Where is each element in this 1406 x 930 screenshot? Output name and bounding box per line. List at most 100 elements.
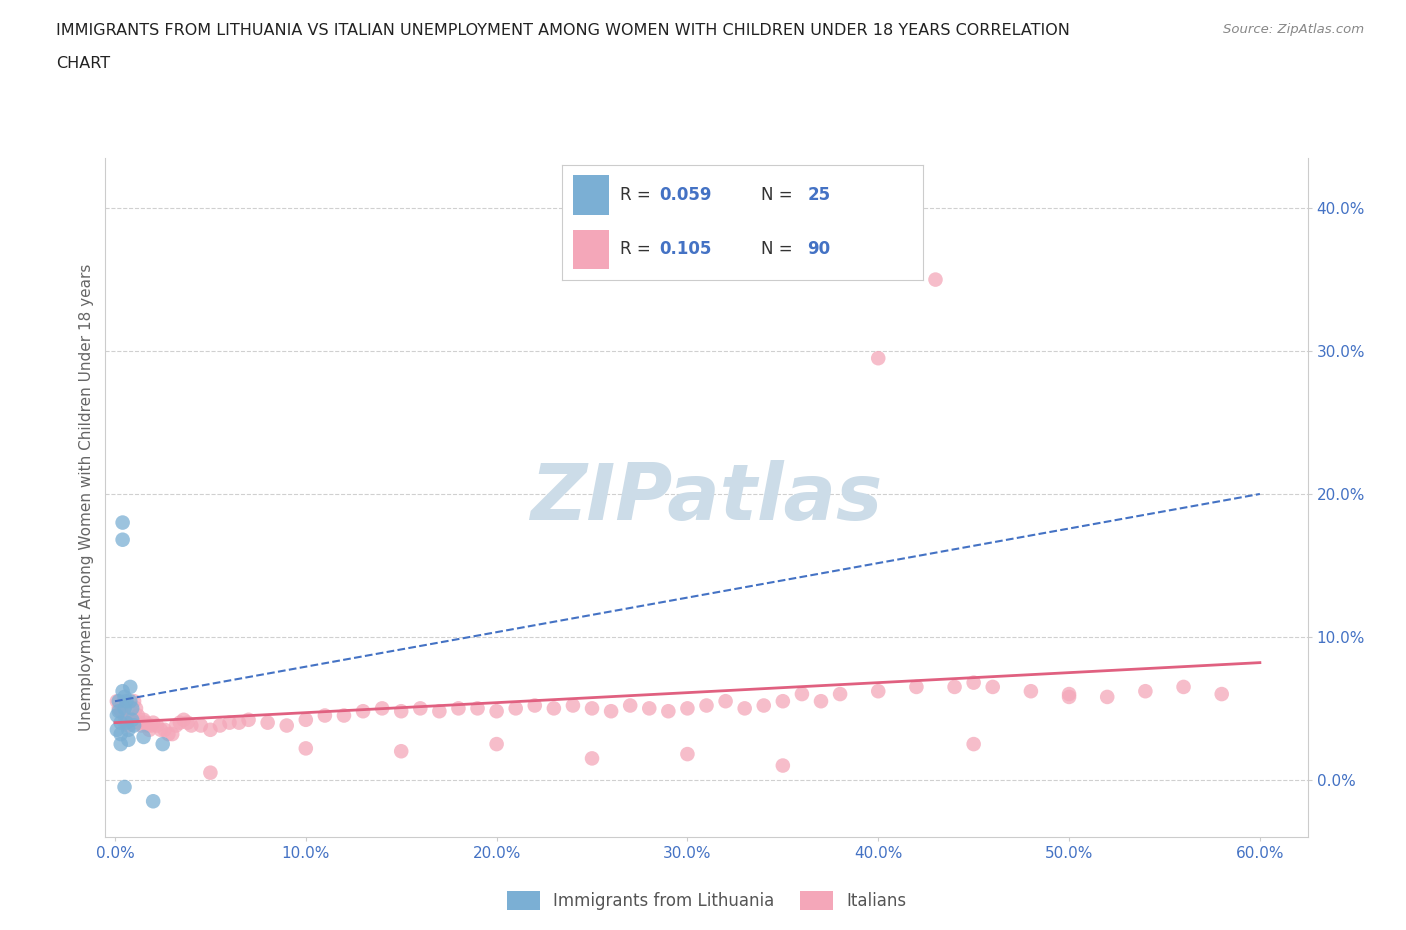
Point <box>695 698 717 713</box>
Point <box>256 715 278 730</box>
Point <box>772 758 794 773</box>
Point <box>371 701 394 716</box>
Point <box>114 701 136 716</box>
Point <box>561 698 585 713</box>
Point <box>165 718 187 733</box>
Point <box>581 751 603 765</box>
Point <box>1135 684 1157 698</box>
Point <box>752 698 775 713</box>
Point <box>169 715 191 730</box>
Point <box>142 715 165 730</box>
Point <box>200 723 222 737</box>
Point <box>505 701 527 716</box>
Point <box>111 684 134 698</box>
Point <box>1211 686 1233 701</box>
Point <box>108 694 129 709</box>
Point <box>676 747 699 762</box>
Point <box>110 704 132 719</box>
Point <box>981 680 1004 695</box>
Point <box>125 701 148 716</box>
Point <box>962 675 984 690</box>
Point <box>772 694 794 709</box>
Point <box>447 701 470 716</box>
Point <box>149 723 172 737</box>
Point <box>409 701 432 716</box>
Point <box>152 737 174 751</box>
Point <box>132 712 155 727</box>
Point <box>110 715 132 730</box>
Point <box>924 272 946 287</box>
Point <box>105 708 128 723</box>
Point <box>110 726 132 741</box>
Point <box>1173 680 1195 695</box>
Point <box>868 351 890 365</box>
Point <box>131 718 153 733</box>
Point <box>138 723 160 737</box>
Point <box>135 715 157 730</box>
Point <box>1057 686 1080 701</box>
Point <box>467 701 489 716</box>
Point <box>600 704 623 719</box>
Point <box>120 712 142 727</box>
Point <box>943 680 966 695</box>
Point <box>485 737 508 751</box>
Point <box>127 708 149 723</box>
Point <box>543 701 565 716</box>
Point <box>142 794 165 809</box>
Point <box>115 694 138 709</box>
Point <box>485 704 508 719</box>
Point <box>111 698 134 713</box>
Point <box>638 701 661 716</box>
Point <box>121 701 143 716</box>
Point <box>122 694 145 709</box>
Point <box>389 744 412 759</box>
Point <box>114 779 136 794</box>
Point <box>120 694 142 709</box>
Point <box>120 680 142 695</box>
Point <box>1057 689 1080 704</box>
Point <box>121 715 143 730</box>
Point <box>153 723 176 737</box>
Text: IMMIGRANTS FROM LITHUANIA VS ITALIAN UNEMPLOYMENT AMONG WOMEN WITH CHILDREN UNDE: IMMIGRANTS FROM LITHUANIA VS ITALIAN UNE… <box>56 23 1070 38</box>
Point <box>228 715 250 730</box>
Point <box>352 704 374 719</box>
Point <box>333 708 356 723</box>
Point <box>114 708 136 723</box>
Text: CHART: CHART <box>56 56 110 71</box>
Point <box>314 708 336 723</box>
Point <box>581 701 603 716</box>
Point <box>111 515 134 530</box>
Point <box>176 715 198 730</box>
Point <box>108 704 129 719</box>
Point <box>132 729 155 744</box>
Point <box>905 680 928 695</box>
Point <box>657 704 679 719</box>
Point <box>117 718 139 733</box>
Point <box>676 701 699 716</box>
Point <box>141 718 163 733</box>
Point <box>238 712 260 727</box>
Point <box>276 718 298 733</box>
Point <box>790 686 813 701</box>
Point <box>208 718 231 733</box>
Point <box>828 686 851 701</box>
Point <box>714 694 737 709</box>
Point <box>121 712 143 727</box>
Point <box>1097 689 1119 704</box>
Point <box>294 741 316 756</box>
Legend: Immigrants from Lithuania, Italians: Immigrants from Lithuania, Italians <box>501 884 912 917</box>
Point <box>200 765 222 780</box>
Point <box>105 723 128 737</box>
Point <box>810 694 832 709</box>
Point <box>115 715 138 730</box>
Point <box>294 712 316 727</box>
Point <box>117 723 139 737</box>
Point <box>114 715 136 730</box>
Text: Source: ZipAtlas.com: Source: ZipAtlas.com <box>1223 23 1364 36</box>
Point <box>157 726 180 741</box>
Point <box>110 737 132 751</box>
Point <box>218 715 240 730</box>
Text: ZIPatlas: ZIPatlas <box>530 459 883 536</box>
Point <box>105 694 128 709</box>
Point <box>136 718 159 733</box>
